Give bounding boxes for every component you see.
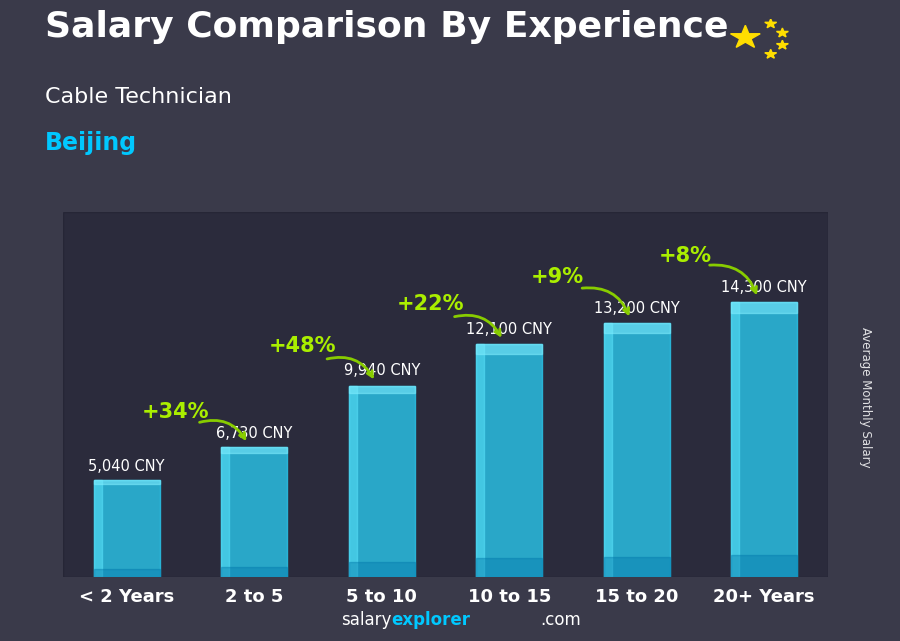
Text: +9%: +9%	[531, 267, 584, 287]
Bar	[604, 323, 612, 577]
Text: 5,040 CNY: 5,040 CNY	[88, 459, 165, 474]
Bar	[731, 302, 797, 313]
Polygon shape	[777, 40, 788, 49]
Bar	[94, 480, 102, 577]
Text: 13,200 CNY: 13,200 CNY	[594, 301, 680, 316]
Polygon shape	[731, 26, 760, 47]
Polygon shape	[765, 19, 777, 28]
Text: 12,100 CNY: 12,100 CNY	[466, 322, 553, 337]
Bar	[94, 480, 160, 484]
Bar	[476, 344, 543, 577]
Polygon shape	[777, 28, 788, 37]
Text: 6,730 CNY: 6,730 CNY	[216, 426, 292, 441]
Text: 14,300 CNY: 14,300 CNY	[722, 279, 807, 295]
Bar	[221, 447, 287, 453]
Bar	[604, 323, 670, 577]
Text: salary: salary	[341, 612, 392, 629]
Bar	[476, 558, 543, 577]
Text: .com: .com	[540, 612, 580, 629]
Bar	[94, 480, 160, 577]
Text: Salary Comparison By Experience: Salary Comparison By Experience	[45, 10, 728, 44]
Bar	[348, 386, 356, 577]
Polygon shape	[765, 49, 777, 58]
Text: Beijing: Beijing	[45, 131, 137, 155]
Bar	[221, 567, 287, 577]
Bar	[221, 447, 230, 577]
Bar	[476, 344, 484, 577]
Text: 9,940 CNY: 9,940 CNY	[344, 363, 420, 378]
Bar	[731, 302, 797, 577]
Bar	[731, 302, 739, 577]
Bar	[604, 323, 670, 333]
Bar	[348, 386, 415, 577]
Text: +22%: +22%	[396, 294, 464, 314]
Text: Cable Technician: Cable Technician	[45, 87, 232, 106]
Text: Average Monthly Salary: Average Monthly Salary	[860, 327, 872, 468]
Bar	[94, 569, 160, 577]
Bar	[476, 344, 543, 354]
Bar	[221, 447, 287, 577]
Text: +8%: +8%	[659, 246, 712, 266]
Bar	[348, 562, 415, 577]
Bar	[604, 556, 670, 577]
Bar	[348, 386, 415, 394]
Text: +48%: +48%	[269, 336, 337, 356]
Bar	[731, 555, 797, 577]
Text: +34%: +34%	[141, 401, 209, 422]
Text: explorer: explorer	[392, 612, 471, 629]
